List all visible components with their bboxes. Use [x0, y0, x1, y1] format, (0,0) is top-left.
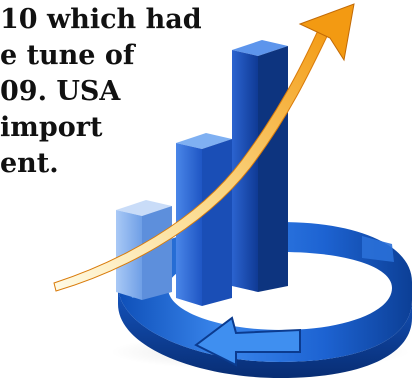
text-line: 10 which had: [0, 4, 202, 35]
cropped-paragraph-text: 10 which had e tune of 09. USA import en…: [0, 2, 202, 182]
text-line: import: [0, 112, 103, 143]
text-line: ent.: [0, 148, 59, 179]
text-line: e tune of: [0, 40, 135, 71]
bar-short: [116, 200, 172, 300]
ring-arrowhead-front: [194, 316, 301, 367]
ring-segment-break-right: [362, 236, 394, 262]
arrow-head: [298, 3, 355, 62]
ring-side: [118, 285, 412, 378]
text-line: 09. USA: [0, 76, 121, 107]
rising-arrow: [53, 3, 355, 292]
